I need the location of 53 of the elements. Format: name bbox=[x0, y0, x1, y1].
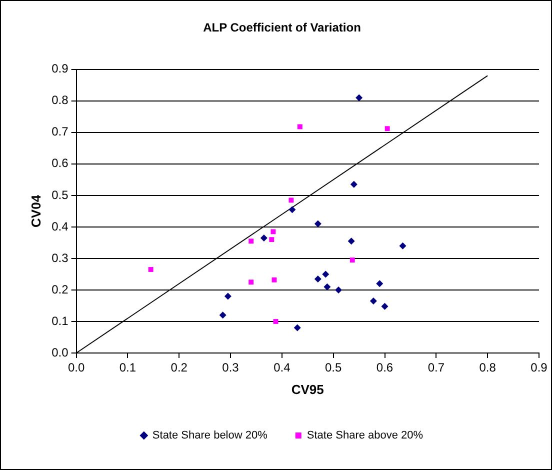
point bbox=[348, 238, 355, 245]
point bbox=[270, 229, 276, 234]
point bbox=[148, 267, 154, 272]
point bbox=[384, 126, 390, 132]
y-tick-label: 0.0 bbox=[52, 345, 69, 360]
x-axis-title: CV95 bbox=[291, 382, 324, 397]
point bbox=[269, 237, 274, 242]
point bbox=[324, 283, 331, 290]
x-tick-label: 0.1 bbox=[119, 360, 136, 375]
x-tick-label: 0.4 bbox=[274, 360, 291, 375]
x-tick-label: 0.5 bbox=[325, 360, 342, 375]
x-tick-label: 0.0 bbox=[68, 360, 85, 375]
point bbox=[356, 94, 363, 102]
x-tick-label: 0.7 bbox=[428, 360, 445, 375]
point bbox=[272, 277, 277, 282]
point bbox=[314, 220, 322, 228]
x-tick-label: 0.9 bbox=[530, 360, 548, 375]
point bbox=[399, 242, 406, 250]
legend-label: State Share below 20% bbox=[152, 430, 268, 442]
chart-title: ALP Coefficient of Variation bbox=[203, 20, 361, 35]
point bbox=[248, 280, 254, 285]
point bbox=[322, 270, 330, 278]
y-tick-label: 0.5 bbox=[52, 188, 69, 202]
legend-label: State Share above 20% bbox=[306, 430, 424, 442]
y-tick-label: 0.9 bbox=[52, 62, 69, 76]
point bbox=[381, 302, 388, 310]
point bbox=[370, 298, 377, 305]
x-tick-label: 0.8 bbox=[479, 360, 496, 375]
point bbox=[224, 292, 232, 300]
point bbox=[248, 238, 254, 244]
point bbox=[273, 319, 278, 324]
point bbox=[288, 206, 296, 214]
x-tick-label: 0.2 bbox=[170, 360, 188, 375]
y-tick-label: 0.1 bbox=[52, 314, 69, 328]
y-tick-label: 0.7 bbox=[52, 124, 69, 139]
y-tick-label: 0.6 bbox=[52, 156, 69, 170]
y-axis-title: CV04 bbox=[28, 194, 44, 228]
point bbox=[350, 180, 358, 188]
y-tick-label: 0.3 bbox=[52, 250, 69, 265]
point bbox=[260, 234, 268, 242]
point bbox=[314, 275, 322, 282]
point bbox=[288, 198, 294, 203]
y-tick-label: 0.4 bbox=[52, 219, 69, 234]
point bbox=[219, 312, 226, 319]
point bbox=[297, 124, 302, 130]
y-tick-label: 0.2 bbox=[52, 282, 69, 296]
x-tick-label: 0.6 bbox=[376, 360, 394, 375]
point bbox=[294, 324, 301, 332]
point bbox=[376, 280, 384, 288]
x-tick-label: 0.3 bbox=[222, 360, 240, 375]
point bbox=[350, 258, 355, 263]
y-tick-label: 0.8 bbox=[52, 93, 69, 108]
point bbox=[334, 286, 342, 294]
